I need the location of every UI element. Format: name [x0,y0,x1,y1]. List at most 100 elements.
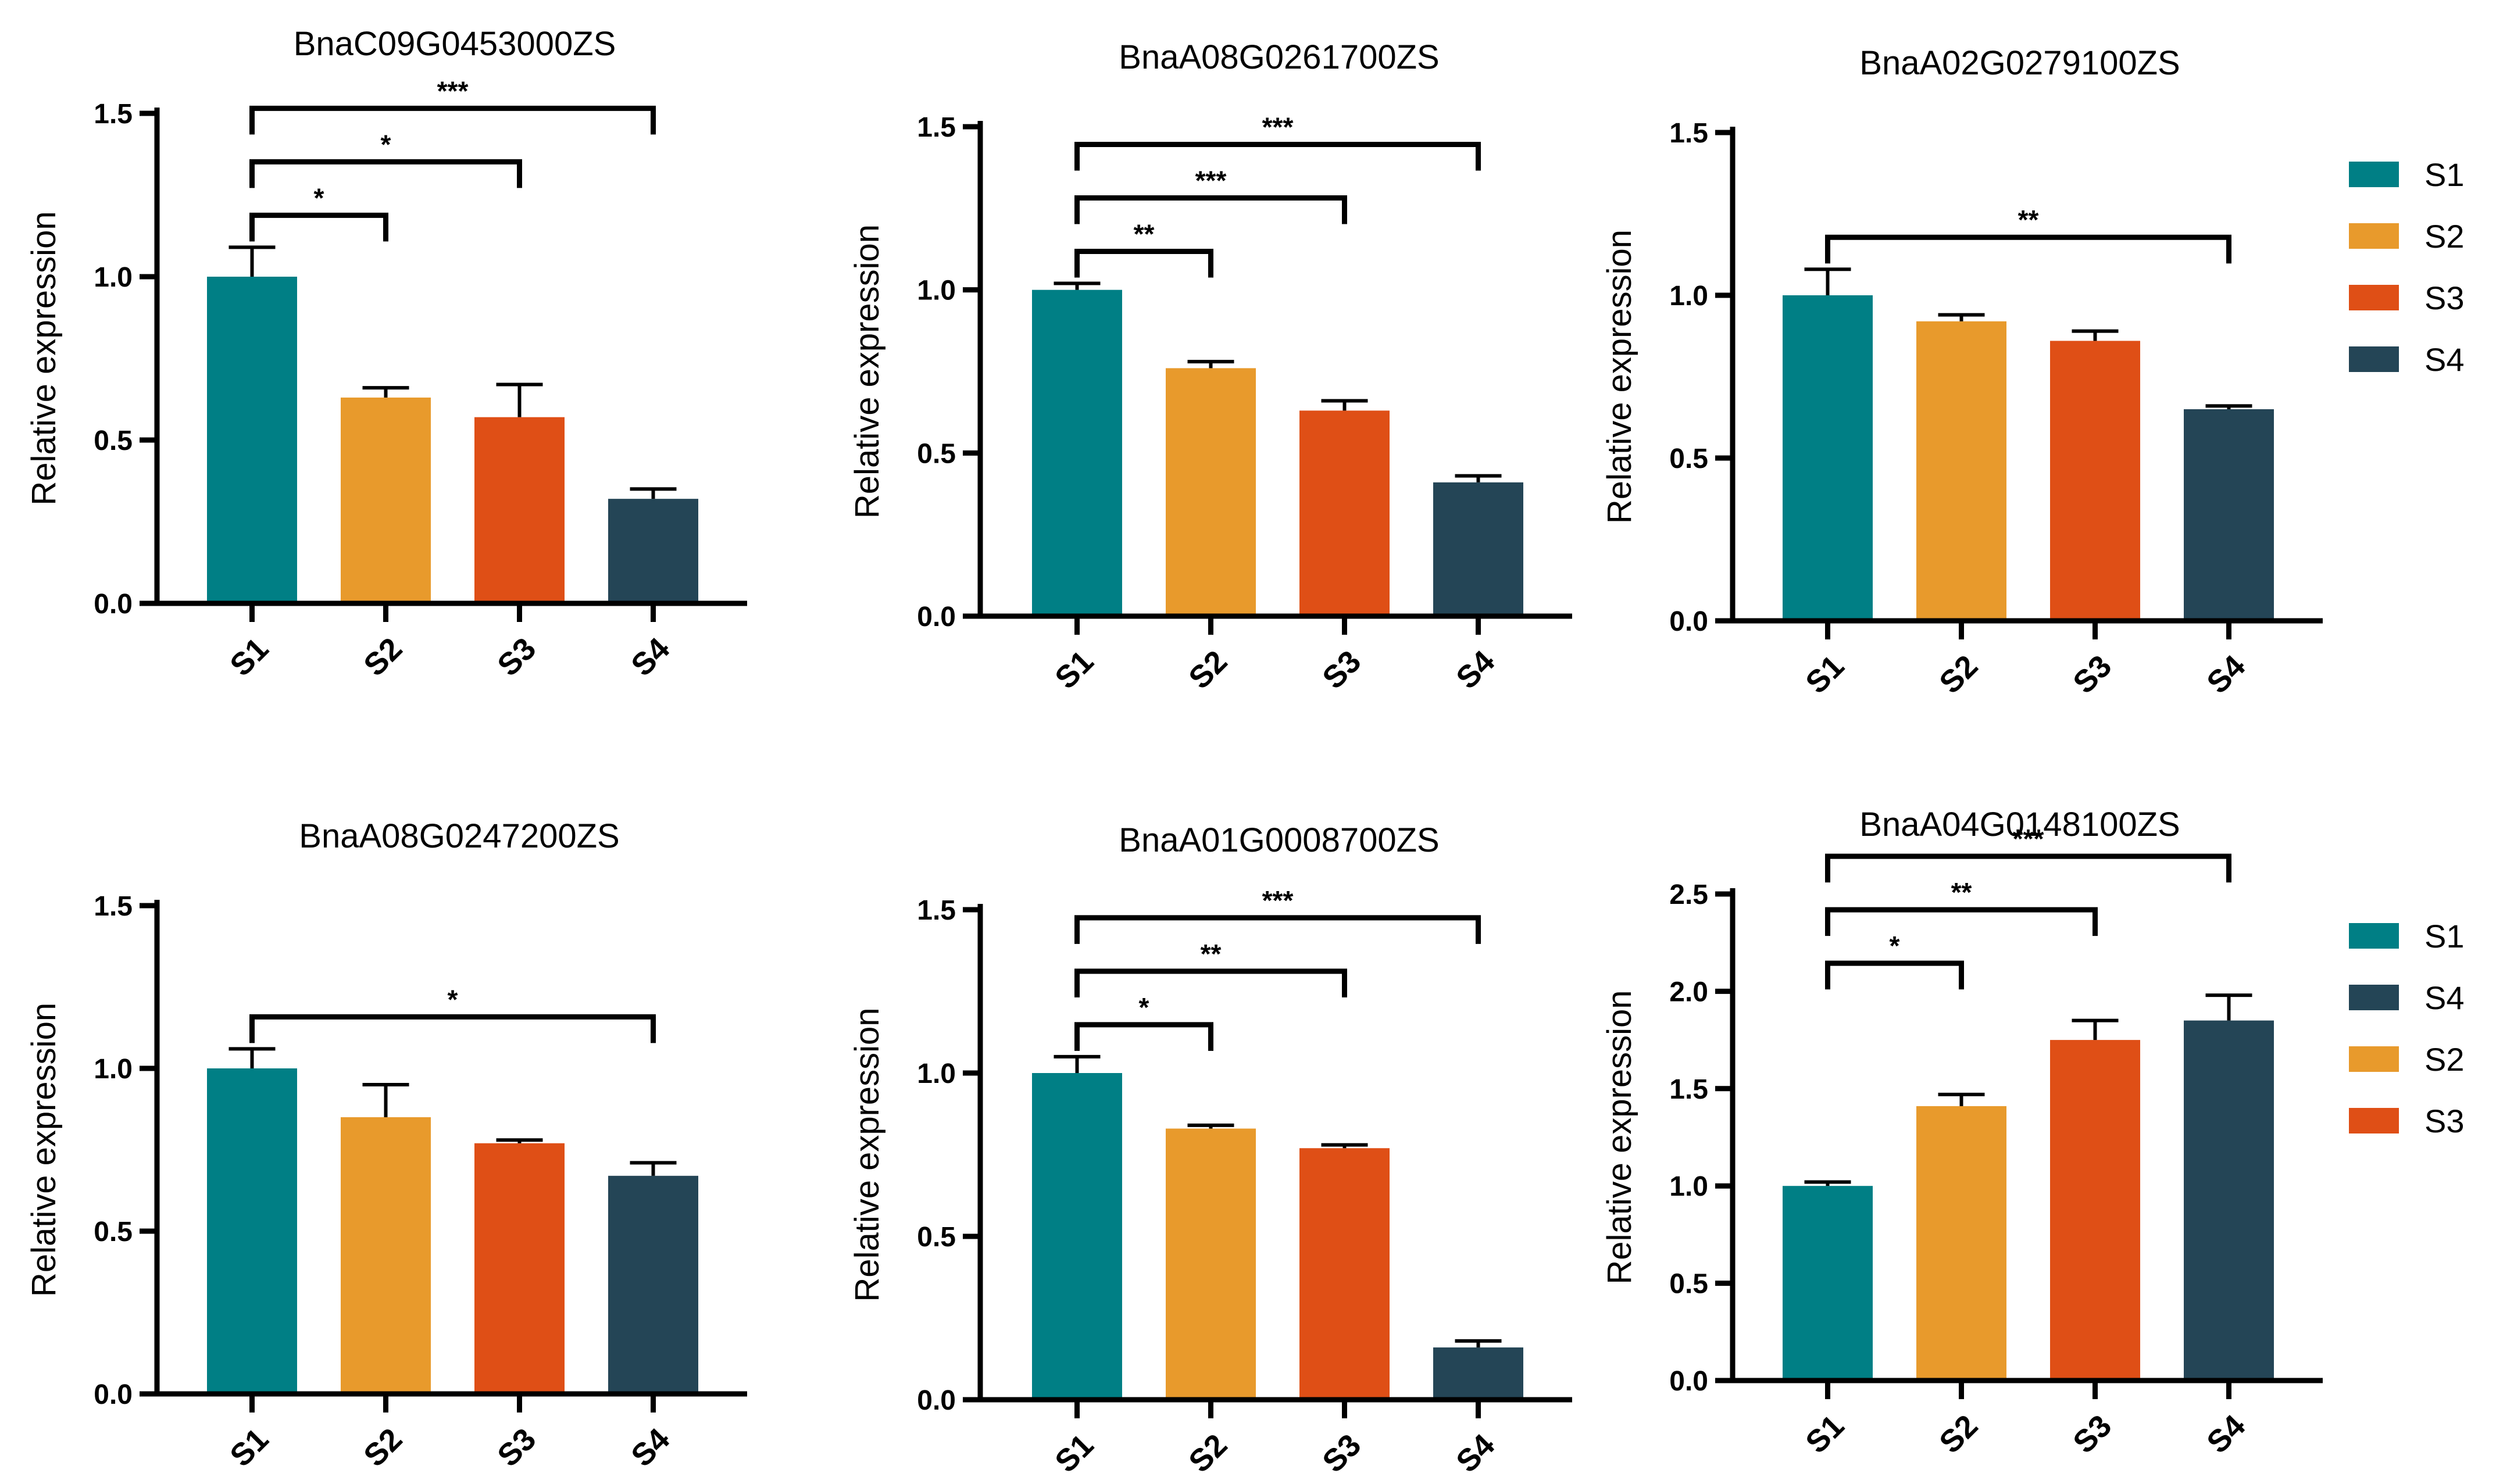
x-tick-label: S3 [2066,649,2118,700]
bar-S1 [1032,1073,1122,1400]
bar-S4 [2184,1020,2274,1381]
panel-5: BnaA01G0008700ZS Relative expression 0.0 0.… [848,821,1572,1479]
bar-S2 [341,397,431,603]
chart-title: BnaA04G0148100ZS [1859,806,2180,843]
legend-label: S3 [2424,280,2465,316]
bar-S3 [1299,410,1390,616]
significance-bracket [249,212,388,242]
x-tick-label: S1 [1048,644,1100,696]
significance-bracket [1074,968,1347,997]
legend-label: S2 [2424,218,2465,255]
significance-label: * [314,183,324,213]
bar-S3 [474,1143,565,1394]
y-tick-label: 1.5 [917,895,956,926]
significance-label: *** [1195,165,1227,195]
bar-S2 [1166,368,1256,616]
significance-label: * [381,129,391,159]
y-tick-label: 0.5 [917,438,956,469]
bar-S3 [2050,1040,2140,1381]
legend-swatch-S1 [2349,923,2399,949]
x-tick-label: S3 [491,1422,542,1474]
bar-S2 [1916,1106,2006,1381]
x-tick-label: S4 [2200,649,2252,700]
legend-swatch-S2 [2349,1046,2399,1072]
bar-S1 [1032,289,1122,617]
significance-bracket [1074,195,1347,224]
bar-S2 [1916,321,2006,621]
y-tick-label: 2.5 [1669,879,1708,910]
y-tick-label: 1.5 [94,99,133,130]
bar-S4 [608,1175,698,1394]
chart-title: BnaA02G0279100ZS [1859,44,2180,82]
y-tick-label: 1.0 [917,276,956,306]
significance-bracket [1074,141,1481,171]
y-tick-label: 1.5 [917,112,956,143]
significance-label: ** [1201,939,1222,969]
x-tick-label: S3 [1316,1428,1367,1479]
legend-1: S1 S2 S3 S4 [2349,156,2465,378]
significance-label: ** [1951,877,1972,907]
bar-S3 [1299,1148,1390,1400]
y-tick-label: 0.5 [1669,444,1708,474]
x-tick-label: S4 [1449,644,1501,696]
significance-bracket [249,1014,656,1043]
y-tick-label: 0.0 [917,602,956,632]
bar-S3 [474,417,565,603]
x-tick-label: S2 [1182,644,1234,696]
significance-bracket [1074,248,1213,278]
y-tick-label: 0.0 [94,1379,133,1410]
y-axis-label: Relative expression [1601,230,1638,524]
y-axis-label: Relative expression [848,1007,886,1301]
significance-bracket [249,105,656,135]
y-axis-label: Relative expression [25,1003,63,1297]
x-tick-label: S4 [2200,1408,2252,1460]
legend-swatch-S4 [2349,985,2399,1010]
x-tick-label: S4 [624,631,676,683]
legend-label: S3 [2424,1103,2465,1139]
y-tick-label: 0.0 [94,589,133,620]
bar-S4 [1433,1347,1523,1400]
legend-label: S4 [2424,979,2465,1016]
bar-S4 [2184,409,2274,621]
y-tick-label: 0.5 [917,1222,956,1253]
x-tick-label: S1 [223,631,275,683]
significance-bracket [1825,234,2231,264]
chart-title: BnaA08G0247200ZS [299,817,619,855]
legend-label: S1 [2424,918,2465,954]
y-tick-label: 0.5 [1669,1269,1708,1300]
x-tick-label: S1 [223,1422,275,1474]
x-tick-label: S2 [357,631,409,683]
significance-label: *** [2013,824,2044,854]
x-tick-label: S4 [624,1422,676,1474]
significance-bracket [249,159,522,188]
significance-label: *** [437,76,469,106]
significance-label: ** [2018,205,2039,235]
y-tick-label: 0.0 [1669,606,1708,637]
legend-swatch-S1 [2349,162,2399,187]
legend-2: S1 S4 S2 S3 [2349,918,2465,1139]
legend-swatch-S4 [2349,346,2399,372]
significance-bracket [1825,853,2231,883]
chart-title: BnaC09G0453000ZS [294,25,616,63]
chart-title: BnaA01G0008700ZS [1119,821,1439,859]
panel-3: BnaA02G0279100ZS Relative expression 0.0 0.… [1601,44,2323,700]
legend-label: S4 [2424,341,2465,378]
x-tick-label: S2 [357,1422,409,1474]
significance-bracket [1825,960,1964,990]
significance-bracket [1825,907,2098,936]
x-tick-label: S1 [1799,1408,1851,1460]
y-axis-label: Relative expression [1601,990,1638,1284]
panel-6: BnaA04G0148100ZS Relative expression 0.0 0.… [1601,806,2323,1460]
legend-label: S2 [2424,1041,2465,1078]
significance-label: *** [1262,885,1294,916]
x-tick-label: S3 [2066,1408,2118,1460]
significance-bracket [1074,1022,1213,1051]
x-tick-label: S3 [1316,644,1367,696]
y-tick-label: 2.0 [1669,977,1708,1007]
y-tick-label: 1.0 [94,262,133,293]
x-tick-label: S2 [1933,1408,1984,1460]
y-tick-label: 0.5 [94,425,133,456]
y-tick-label: 0.0 [917,1385,956,1416]
bar-S4 [608,499,698,603]
